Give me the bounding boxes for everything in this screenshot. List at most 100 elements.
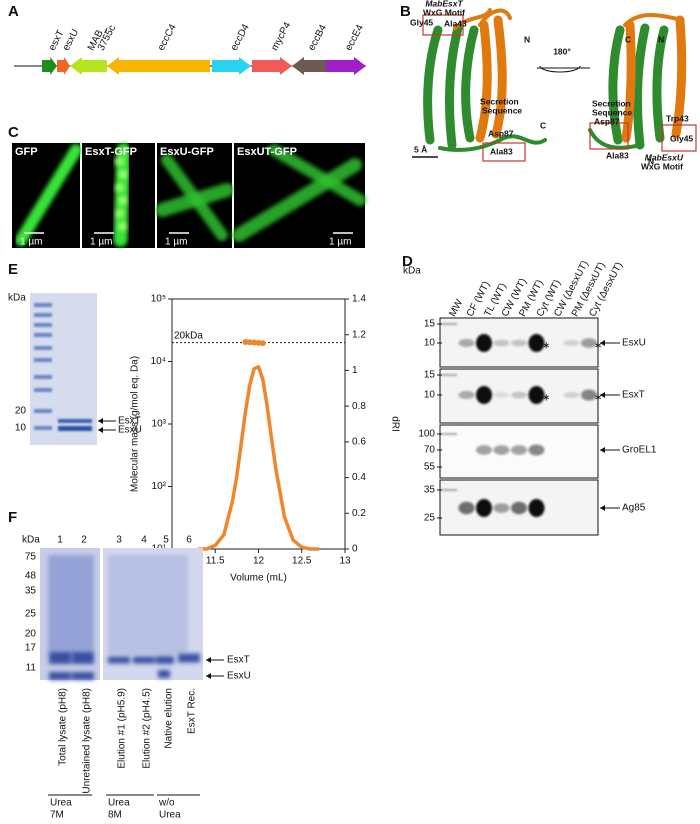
band bbox=[528, 386, 545, 404]
ribbon bbox=[588, 128, 642, 150]
label: 20 bbox=[25, 629, 37, 640]
label: EsxT-GFP bbox=[85, 146, 137, 158]
y-axis-title: Molecular mass (g/mol eq. Da) bbox=[130, 356, 141, 492]
y2-tick-label: 1.4 bbox=[352, 294, 366, 305]
label: kDa bbox=[8, 293, 26, 304]
rotate-arrow bbox=[539, 65, 581, 73]
ladder-band bbox=[34, 323, 52, 327]
label: EsxT bbox=[118, 416, 141, 427]
band bbox=[476, 334, 492, 352]
panel-label: E bbox=[8, 261, 18, 278]
label: Sequence bbox=[592, 107, 632, 117]
ribbon bbox=[438, 134, 547, 152]
label: 25 bbox=[25, 609, 37, 620]
band bbox=[581, 389, 597, 401]
label: 10 bbox=[424, 338, 436, 349]
band bbox=[72, 652, 94, 664]
label: 180° bbox=[553, 46, 571, 56]
gel-bands bbox=[48, 555, 200, 680]
band bbox=[493, 445, 510, 455]
gene-label: eccC4 bbox=[156, 22, 179, 53]
annotation: 20kDa bbox=[174, 330, 203, 341]
y2-tick-label: 0 bbox=[352, 544, 358, 555]
point bbox=[246, 339, 253, 346]
panel-label: C bbox=[8, 124, 19, 141]
band bbox=[476, 499, 492, 517]
label: GroEL1 bbox=[622, 445, 657, 456]
cell-group bbox=[113, 143, 131, 247]
label: 1 µm bbox=[90, 237, 112, 248]
bands bbox=[442, 323, 597, 352]
cell bbox=[161, 154, 228, 241]
spot bbox=[114, 158, 124, 165]
band bbox=[133, 656, 155, 664]
label: 20 bbox=[15, 406, 27, 417]
label: 1 µm bbox=[165, 237, 187, 248]
lane-label: MW bbox=[447, 297, 465, 318]
label: Urea bbox=[159, 810, 181, 821]
label: N bbox=[648, 156, 654, 166]
y2-tick-label: 1.2 bbox=[352, 329, 366, 340]
asterisk: ∗ bbox=[542, 393, 550, 404]
cell bbox=[15, 144, 82, 246]
gene-arrow bbox=[252, 57, 292, 75]
label: 70 bbox=[424, 445, 436, 456]
label: Gly45 bbox=[670, 133, 693, 143]
y-tick-label: 10³ bbox=[152, 419, 167, 430]
label: WxG Motif bbox=[641, 161, 683, 171]
label: EsxT bbox=[227, 655, 250, 666]
cell-group bbox=[232, 144, 366, 242]
ladder-band bbox=[34, 358, 52, 362]
x-tick-label: 12 bbox=[253, 556, 265, 567]
band bbox=[49, 672, 71, 680]
label: 1 µm bbox=[20, 237, 42, 248]
band bbox=[563, 391, 580, 399]
arrow-head bbox=[98, 418, 103, 424]
point bbox=[242, 339, 249, 346]
asterisk: ∗ bbox=[594, 393, 602, 404]
gene-arrow bbox=[107, 57, 210, 75]
label: 6 bbox=[186, 535, 192, 546]
gene-label: mycP4 bbox=[269, 20, 293, 53]
label: MabEsxU bbox=[645, 152, 684, 162]
label: Asp87 bbox=[488, 128, 514, 138]
band bbox=[563, 339, 580, 347]
spot bbox=[114, 184, 124, 191]
band bbox=[511, 445, 527, 455]
label: 5 Å bbox=[414, 144, 427, 154]
y2-tick-label: 0.2 bbox=[352, 508, 366, 519]
label: Sequence bbox=[482, 105, 522, 115]
spot bbox=[118, 171, 128, 178]
lane-label: Elution #1 (pH5.9) bbox=[117, 688, 128, 769]
y2-tick-label: 1 bbox=[352, 365, 358, 376]
y2-tick-label: 0.6 bbox=[352, 436, 366, 447]
y-tick-label: 10⁵ bbox=[151, 294, 166, 305]
label: C bbox=[540, 120, 546, 130]
ribbon bbox=[475, 15, 507, 143]
label: 15 bbox=[424, 370, 436, 381]
label: EsxU bbox=[227, 671, 251, 682]
label: 48 bbox=[25, 571, 37, 582]
cell bbox=[232, 158, 362, 242]
band bbox=[528, 444, 545, 456]
x-tick-label: 11.5 bbox=[206, 556, 225, 567]
y-tick-label: 10⁴ bbox=[151, 356, 166, 367]
band bbox=[476, 445, 492, 455]
ladder-band bbox=[34, 313, 52, 317]
box bbox=[482, 142, 526, 162]
label: EsxUT-GFP bbox=[237, 146, 297, 158]
lane-label: Unretained lysate (pH8) bbox=[82, 688, 93, 794]
band bbox=[511, 501, 527, 515]
smear bbox=[48, 555, 94, 655]
label: 35 bbox=[25, 586, 37, 597]
label: w/o bbox=[158, 798, 175, 809]
label: Secretion bbox=[592, 98, 631, 108]
arrow-head bbox=[206, 673, 211, 679]
cell bbox=[268, 144, 366, 206]
band bbox=[49, 652, 71, 664]
label: Ag85 bbox=[622, 503, 646, 514]
band bbox=[528, 334, 545, 352]
ladder-band bbox=[34, 409, 52, 413]
label: 35 bbox=[424, 485, 436, 496]
spot bbox=[114, 210, 124, 217]
